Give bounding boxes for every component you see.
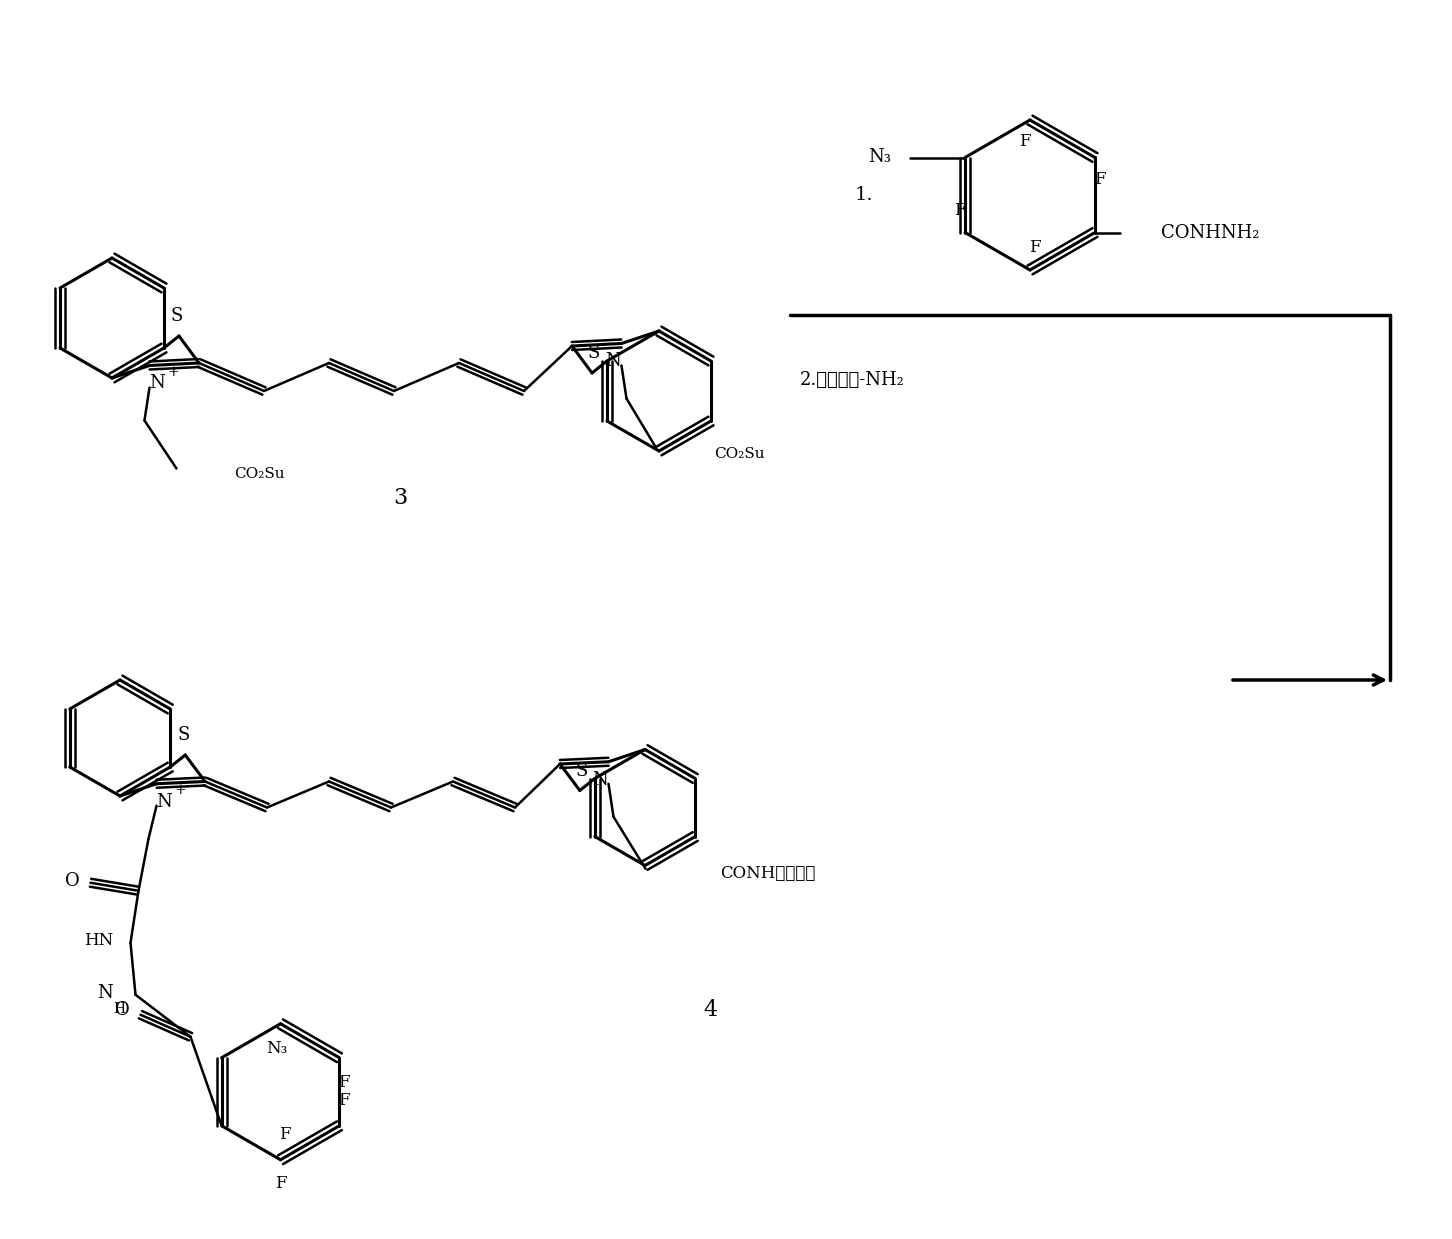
Text: S: S (588, 344, 600, 362)
Text: F: F (1029, 239, 1041, 256)
Text: 1.: 1. (855, 186, 874, 204)
Text: N: N (592, 771, 608, 789)
Text: F: F (337, 1074, 350, 1092)
Text: N: N (150, 374, 166, 393)
Text: F: F (274, 1176, 286, 1192)
Text: N: N (605, 353, 621, 370)
Text: N₃: N₃ (868, 149, 892, 166)
Text: 2.生物分子-NH₂: 2.生物分子-NH₂ (800, 370, 905, 389)
Text: F: F (337, 1093, 350, 1109)
Text: S: S (171, 307, 183, 325)
Text: F: F (954, 202, 966, 219)
Text: O: O (65, 872, 80, 890)
Text: N: N (157, 793, 173, 810)
Text: +: + (167, 364, 179, 378)
Text: CONH生物分子: CONH生物分子 (720, 865, 816, 882)
Text: F: F (279, 1126, 290, 1144)
Text: F: F (1019, 134, 1031, 150)
Text: F: F (1095, 171, 1106, 188)
Text: CO₂Su: CO₂Su (714, 446, 765, 461)
Text: 3: 3 (393, 487, 407, 509)
Text: CO₂Su: CO₂Su (234, 467, 285, 481)
Text: 4: 4 (703, 999, 717, 1021)
Text: N₃: N₃ (266, 1041, 287, 1057)
Text: H: H (113, 1002, 125, 1016)
Text: CONHNH₂: CONHNH₂ (1160, 223, 1259, 242)
Text: S: S (177, 726, 189, 743)
Text: +: + (174, 783, 186, 797)
Text: S: S (575, 762, 588, 779)
Text: HN: HN (84, 932, 113, 949)
Text: O: O (115, 1001, 129, 1018)
Text: N: N (97, 984, 113, 1002)
